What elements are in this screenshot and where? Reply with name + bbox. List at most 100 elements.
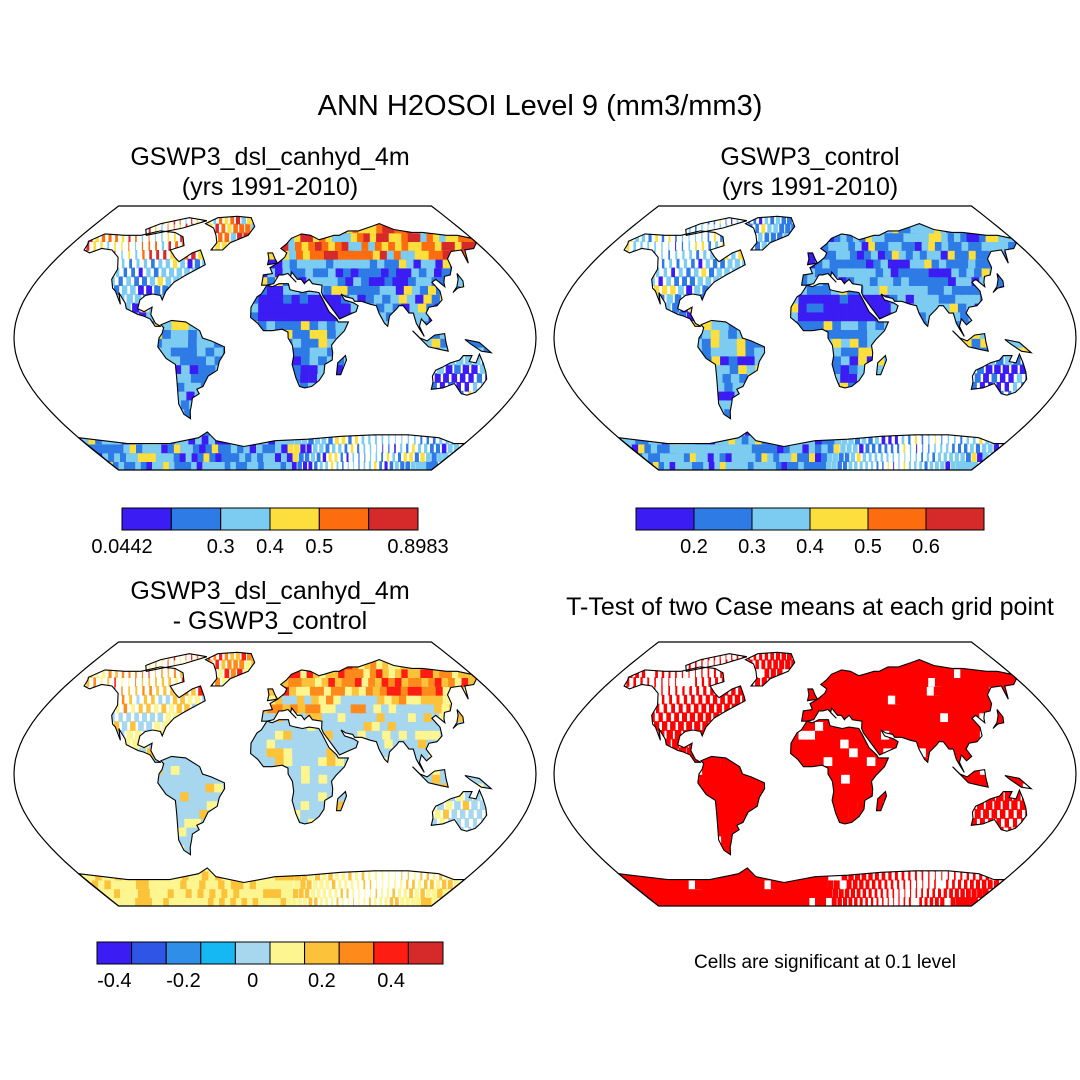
colorbar-2-box-2 <box>693 507 753 531</box>
coastline-africa <box>250 283 350 389</box>
colorbar-1-box-3 <box>220 507 271 531</box>
coastline-eurasia <box>800 223 1018 337</box>
panel-3-title-line2: - GSWP3_control <box>172 607 368 635</box>
coastline-arctic-islands <box>145 217 208 236</box>
colorbar-3-box-4 <box>200 941 236 965</box>
coastline-new-guinea <box>1004 774 1034 790</box>
coastline-madagascar <box>875 790 888 812</box>
map-panel-4 <box>553 641 1077 907</box>
coastline-madagascar <box>875 354 888 376</box>
coastline-indonesia <box>952 330 989 352</box>
colorbar-1-box-5 <box>318 507 370 531</box>
colorbar-3-label: 0.4 <box>377 970 405 992</box>
panel-2-title: GSWP3_control (yrs 1991-2010) <box>600 142 1020 202</box>
coastline-arctic-islands <box>685 653 748 672</box>
panel-2-title-line2: (yrs 1991-2010) <box>721 173 899 201</box>
colorbar-3-box-10 <box>407 941 444 965</box>
coastline-eurasia <box>260 659 478 773</box>
panel-4-title-line1: T-Test of two Case means at each grid po… <box>566 593 1054 621</box>
coastline-british-isles <box>266 252 279 266</box>
colorbar-2-label: 0.2 <box>680 536 708 558</box>
coastline-indonesia <box>952 766 989 788</box>
panel-1-title: GSWP3_dsl_canhyd_4m (yrs 1991-2010) <box>60 142 480 202</box>
colorbar-2-box-3 <box>751 507 811 531</box>
colorbar-3-label: -0.4 <box>97 970 131 992</box>
map-4-border <box>553 641 1077 907</box>
coastline-british-isles <box>806 252 819 266</box>
colorbar-1-box-6 <box>368 507 419 531</box>
colorbar-1-label: 0.8983 <box>387 536 448 558</box>
colorbar-1-label: 0.3 <box>207 536 235 558</box>
coastline-south-america <box>697 319 766 420</box>
colorbar-2-label: 0.6 <box>912 536 940 558</box>
colorbar-3-box-7 <box>304 941 340 965</box>
coastline-africa <box>790 719 890 825</box>
colorbar-3-label: -0.2 <box>166 970 200 992</box>
figure-title: ANN H2OSOI Level 9 (mm3/mm3) <box>317 90 763 122</box>
colorbar-3-box-8 <box>338 941 375 965</box>
colorbar-3-label: 0 <box>247 970 258 992</box>
coastline-arctic-islands <box>145 653 208 672</box>
coastline-indonesia <box>412 330 449 352</box>
colorbar-3-label: 0.2 <box>308 970 336 992</box>
coastline-south-america <box>157 319 226 420</box>
colorbar-2-box-4 <box>809 507 869 531</box>
colorbar-2-label: 0.4 <box>796 536 824 558</box>
coastline-africa <box>250 719 350 825</box>
colorbar-1-box-1 <box>121 507 172 531</box>
colorbar-3-box-1 <box>96 941 133 965</box>
colorbar-1-box-4 <box>269 507 320 531</box>
coastline-north-america <box>623 230 746 327</box>
map-1-coastlines <box>76 215 494 471</box>
coastline-japan <box>992 709 1005 729</box>
map-1-border <box>13 205 537 471</box>
colorbar-3-box-9 <box>373 941 409 965</box>
colorbar-1: 0.0442 0.3 0.4 0.5 0.8983 <box>91 507 449 558</box>
coastline-greenland <box>744 651 796 687</box>
coastline-new-guinea <box>464 338 494 354</box>
colorbar-2-box-6 <box>925 507 985 531</box>
coastline-eurasia <box>260 223 478 337</box>
colorbar-3-box-3 <box>165 941 202 965</box>
coastline-south-america <box>157 755 226 856</box>
panel-2-title-line1: GSWP3_control <box>720 143 900 171</box>
significance-note: Cells are significant at 0.1 level <box>694 952 956 973</box>
coastline-greenland <box>204 651 256 687</box>
coastline-madagascar <box>335 790 348 812</box>
coastline-japan <box>992 273 1005 293</box>
map-panel-2 <box>553 205 1077 471</box>
panel-4-title: T-Test of two Case means at each grid po… <box>540 592 1080 622</box>
map-2-border <box>553 205 1077 471</box>
map-panel-1 <box>13 205 537 471</box>
colorbar-1-label: 0.4 <box>256 536 284 558</box>
coastline-eurasia <box>800 659 1018 773</box>
coastline-greenland <box>204 215 256 251</box>
panel-3-title: GSWP3_dsl_canhyd_4m - GSWP3_control <box>60 576 480 636</box>
map-3-border <box>13 641 537 907</box>
coastline-north-america <box>83 666 206 763</box>
coastline-australia <box>970 788 1028 832</box>
coastline-madagascar <box>335 354 348 376</box>
coastline-indonesia <box>412 766 449 788</box>
coastline-north-america <box>623 666 746 763</box>
colorbar-1-label: 0.5 <box>305 536 333 558</box>
coastline-japan <box>452 709 465 729</box>
coastline-japan <box>452 273 465 293</box>
colorbar-3-box-2 <box>131 941 167 965</box>
coastline-new-guinea <box>1004 338 1034 354</box>
coastline-greenland <box>744 215 796 251</box>
colorbar-1-label: 0.0442 <box>91 536 152 558</box>
colorbar-2: 0.2 0.3 0.4 0.5 0.6 <box>635 507 985 558</box>
coastline-british-isles <box>266 688 279 702</box>
map-panel-3 <box>13 641 537 907</box>
colorbar-2-box-1 <box>635 507 695 531</box>
panel-1-title-line1: GSWP3_dsl_canhyd_4m <box>130 143 410 171</box>
colorbar-2-label: 0.5 <box>854 536 882 558</box>
colorbar-3: -0.4 -0.2 0 0.2 0.4 <box>96 941 444 992</box>
coastline-australia <box>430 352 488 396</box>
coastline-south-america <box>697 755 766 856</box>
coastline-new-guinea <box>464 774 494 790</box>
panel-1-title-line2: (yrs 1991-2010) <box>181 173 359 201</box>
